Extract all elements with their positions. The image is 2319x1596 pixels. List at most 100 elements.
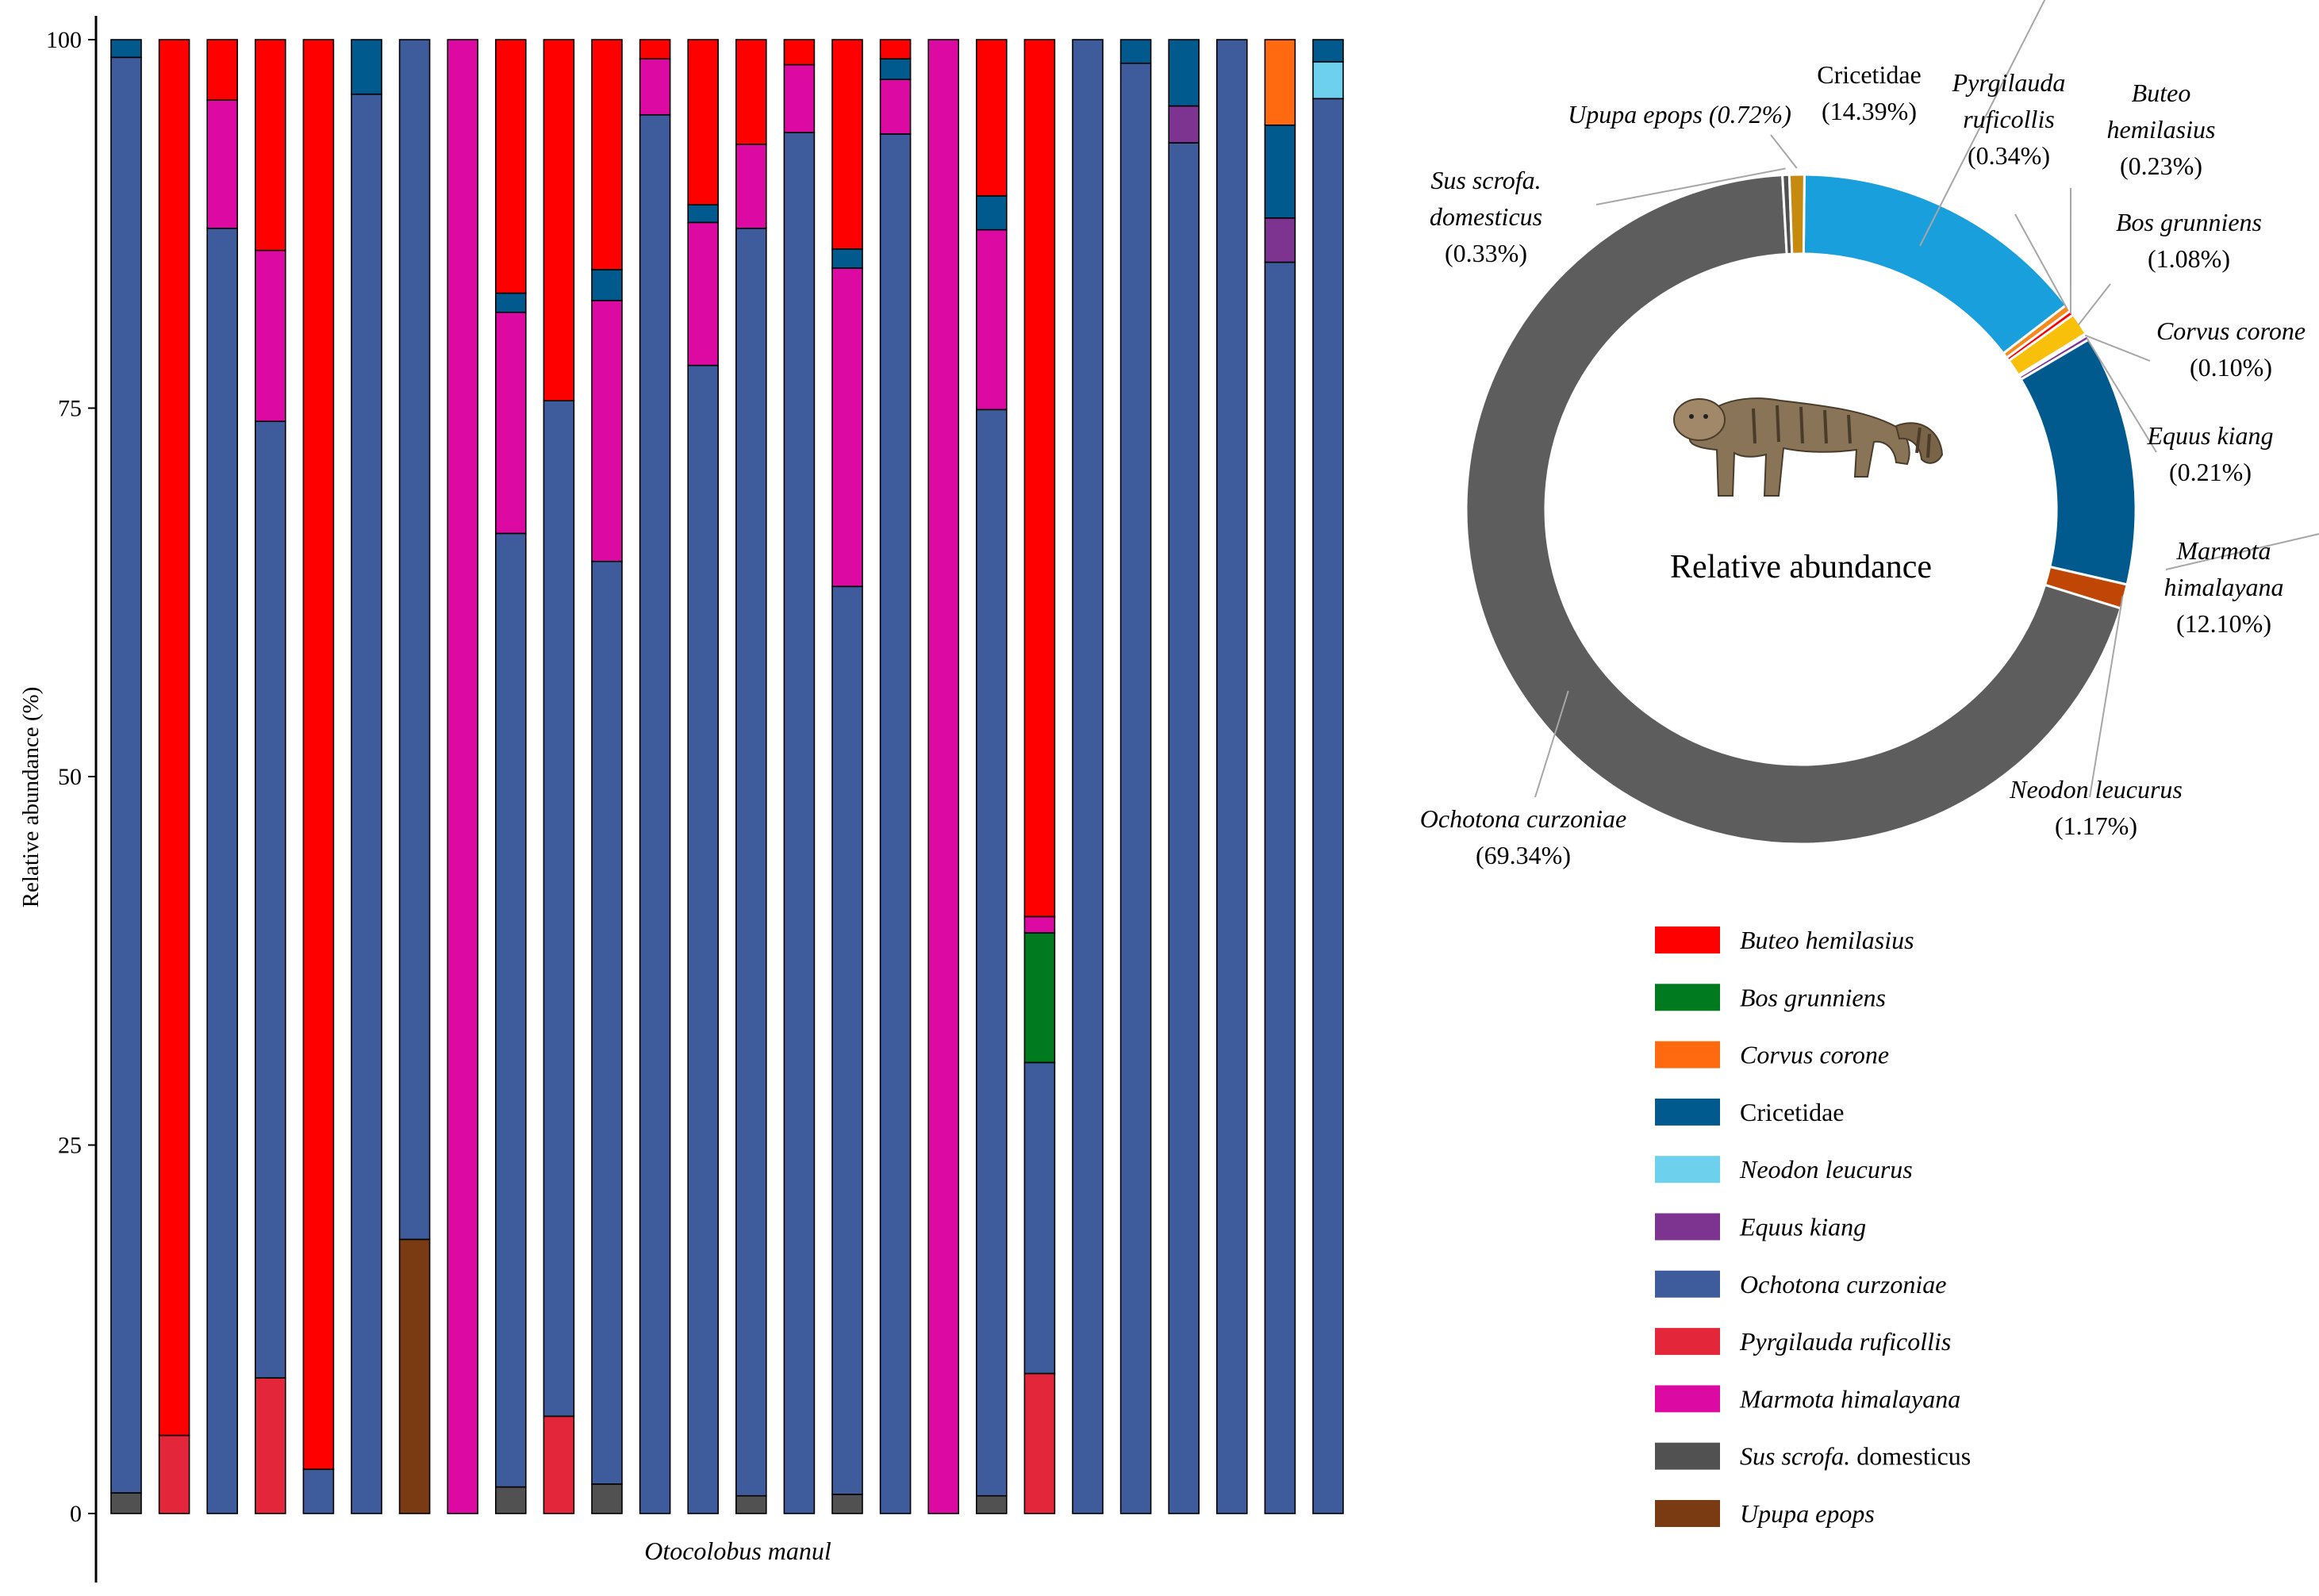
- bar-segment-cricetidae: [1312, 39, 1344, 63]
- legend-item-marmota-himalayana: Marmota himalayana: [1655, 1384, 1960, 1413]
- bar-segment-buteo-hemilasius: [976, 39, 1008, 197]
- bar-segment-buteo-hemilasius: [206, 39, 239, 101]
- bar-sample-17: [879, 39, 912, 1514]
- bar-sample-8: [447, 39, 479, 1514]
- bar-sample-14: [735, 39, 767, 1514]
- bar-sample-2: [158, 39, 190, 1514]
- bar-segment-ochotona-curzoniae: [879, 133, 912, 1514]
- legend-swatch: [1655, 1500, 1720, 1527]
- slice-name-label: Cricetidae: [1817, 60, 1921, 89]
- bar-segment-buteo-hemilasius: [879, 39, 912, 59]
- slice-name-label: Upupa epops (0.72%): [1568, 100, 1791, 129]
- leader-line-corvus-corone: [2084, 334, 2151, 362]
- legend-swatch: [1655, 1442, 1720, 1470]
- bar-segment-corvus-corone: [1264, 39, 1296, 126]
- bar-segment-buteo-hemilasius: [1023, 39, 1056, 918]
- slice-label-cricetidae: Cricetidae (14.39%): [1817, 60, 1921, 125]
- bar-sample-16: [831, 39, 863, 1514]
- legend-label: Upupa epops: [1740, 1499, 1875, 1528]
- bar-segment-ochotona-curzoniae: [206, 228, 239, 1514]
- legend-swatch: [1655, 927, 1720, 953]
- slice-percent-label: (69.34%): [1476, 841, 1571, 869]
- bar-segment-ochotona-curzoniae: [398, 39, 431, 1241]
- slice-name-label: himalayana: [2164, 573, 2283, 601]
- legend-swatch: [1655, 1328, 1720, 1356]
- bar-sample-18: [927, 39, 959, 1514]
- bar-sample-11: [591, 39, 623, 1514]
- bar-segment-ochotona-curzoniae: [1168, 142, 1200, 1514]
- legend-label: Ochotona curzoniae: [1740, 1270, 1946, 1299]
- legend-item-corvus-corone: Corvus corone: [1655, 1041, 1889, 1069]
- y-tick-label: 100: [46, 27, 82, 53]
- slice-percent-label: (0.21%): [2169, 458, 2252, 486]
- bar-segment-cricetidae: [831, 248, 863, 269]
- leader-line-neodon-leucurus: [2089, 596, 2124, 798]
- slice-percent-label: (1.08%): [2148, 244, 2230, 273]
- bar-sample-24: [1216, 39, 1248, 1514]
- bar-segment-equus-kiang: [1168, 105, 1200, 144]
- bar-segment-buteo-hemilasius: [591, 39, 623, 270]
- y-tick-label: 75: [58, 396, 82, 422]
- bar-segment-marmota-himalayana: [879, 79, 912, 135]
- bar-segment-marmota-himalayana: [783, 63, 816, 133]
- bar-segment-marmota-himalayana: [735, 144, 767, 229]
- bar-segment-buteo-hemilasius: [687, 39, 720, 205]
- bar-segment-ochotona-curzoniae: [1312, 98, 1344, 1514]
- bar-segment-ochotona-curzoniae: [1264, 261, 1296, 1514]
- donut-slice-labels: Cricetidae (14.39%) Pyrgilauda ruficollis (0…: [1420, 60, 2306, 869]
- y-tick-label: 25: [58, 1133, 82, 1159]
- bar-sample-3: [206, 39, 239, 1514]
- slice-name-label: Sus scrofa.: [1430, 166, 1541, 194]
- bar-segment-cricetidae: [351, 39, 382, 95]
- leader-line-equus-kiang: [2086, 337, 2157, 453]
- bar-sample-23: [1168, 39, 1200, 1514]
- bar-segment-ochotona-curzoniae: [783, 132, 816, 1514]
- slice-label-buteo-hemilasius: Buteo hemilasius (0.23%): [2107, 79, 2216, 180]
- bar-segment-ochotona-curzoniae: [735, 228, 767, 1497]
- bar-segment-pyrgilauda-ruficollis: [543, 1415, 575, 1514]
- slice-name-label: Pyrgilauda: [1952, 68, 2066, 97]
- slice-name-label: Bos grunniens: [2116, 208, 2262, 236]
- slice-name-label: Equus kiang: [2146, 421, 2273, 450]
- bars: [110, 39, 1344, 1514]
- leader-line-marmota-himalayana: [2165, 533, 2319, 570]
- bar-segment-ochotona-curzoniae: [543, 400, 575, 1418]
- bar-segment-buteo-hemilasius: [783, 39, 816, 66]
- bar-segment-marmota-himalayana: [447, 39, 479, 1514]
- bar-segment-buteo-hemilasius: [735, 39, 767, 145]
- slice-name-label: ruficollis: [1963, 105, 2055, 133]
- legend-item-bos-grunniens: Bos grunniens: [1655, 983, 1886, 1011]
- slice-name-label: Buteo: [2132, 79, 2191, 107]
- legend-label: Corvus corone: [1740, 1041, 1889, 1069]
- donut-center-label: Relative abundance: [1670, 549, 1932, 585]
- bar-segment-equus-kiang: [1264, 217, 1296, 263]
- slice-name-label: hemilasius: [2107, 115, 2216, 144]
- leader-line-upupa-epops: [1770, 134, 1798, 169]
- bar-segment-ochotona-curzoniae: [591, 560, 623, 1485]
- bar-segment-cricetidae: [494, 292, 527, 313]
- bar-segment-ochotona-curzoniae: [494, 532, 527, 1488]
- bar-sample-7: [398, 39, 431, 1514]
- legend-swatch: [1655, 1270, 1720, 1298]
- bar-sample-19: [976, 39, 1008, 1514]
- bar-sample-4: [254, 39, 286, 1514]
- x-axis-label: Otocolobus manul: [644, 1537, 831, 1565]
- donut-leader-lines: [1534, 0, 2319, 798]
- slice-name-label: Marmota: [2175, 536, 2271, 565]
- bar-segment-pyrgilauda-ruficollis: [158, 1434, 190, 1514]
- bar-segment-sus-scrofa-domesticus: [735, 1494, 767, 1514]
- bar-segment-ochotona-curzoniae: [1023, 1061, 1056, 1375]
- stacked-bar-chart: 0 25 50 75 100 Relative abundance (%) Otocol…: [18, 16, 1344, 1583]
- slice-label-bos-grunniens: Bos grunniens (1.08%): [2116, 208, 2262, 273]
- manul-cat-illustration: [1673, 397, 1944, 497]
- bar-segment-sus-scrofa-domesticus: [110, 1492, 142, 1514]
- legend-swatch: [1655, 1156, 1720, 1184]
- bar-segment-buteo-hemilasius: [494, 39, 527, 294]
- bar-sample-21: [1072, 39, 1104, 1514]
- bar-segment-cricetidae: [1264, 124, 1296, 219]
- slice-label-sus-scrofa-domesticus: Sus scrofa. domesticus (0.33%): [1430, 166, 1542, 267]
- bar-segment-ochotona-curzoniae: [976, 409, 1008, 1497]
- y-axis-label: Relative abundance (%): [18, 687, 44, 908]
- slice-label-neodon-leucurus: Neodon leucurus (1.17%): [2009, 775, 2183, 840]
- legend-label: Neodon leucurus: [1739, 1155, 1913, 1184]
